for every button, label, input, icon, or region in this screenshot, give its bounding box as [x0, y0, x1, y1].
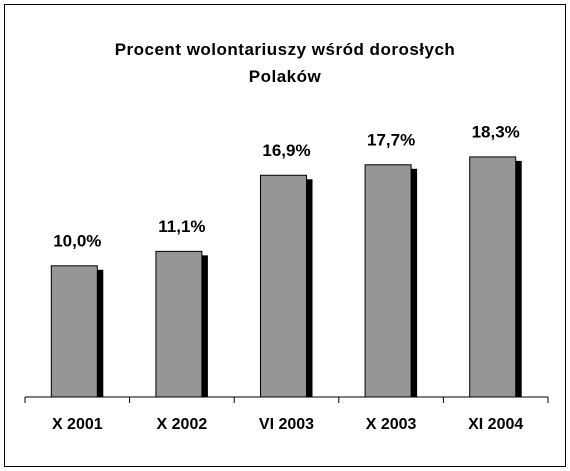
chart-title: Procent wolontariuszy wśród dorosłych Po… [114, 40, 456, 86]
x-tick-label: X 2002 [157, 416, 208, 433]
value-label: 17,7% [367, 130, 415, 149]
bar [260, 174, 307, 398]
bar [364, 164, 412, 398]
x-tick-label: X 2003 [366, 416, 417, 433]
value-label: 10,0% [53, 231, 101, 250]
value-label: 16,9% [262, 141, 310, 160]
bar [50, 265, 98, 398]
bar [469, 156, 517, 398]
value-label: 11,1% [158, 217, 205, 236]
value-label: 18,3% [472, 122, 520, 141]
x-tick-label: X 2001 [52, 416, 103, 433]
x-tick-label: VI 2003 [259, 416, 314, 433]
bar [155, 250, 203, 398]
x-tick-label: XI 2004 [468, 416, 523, 433]
